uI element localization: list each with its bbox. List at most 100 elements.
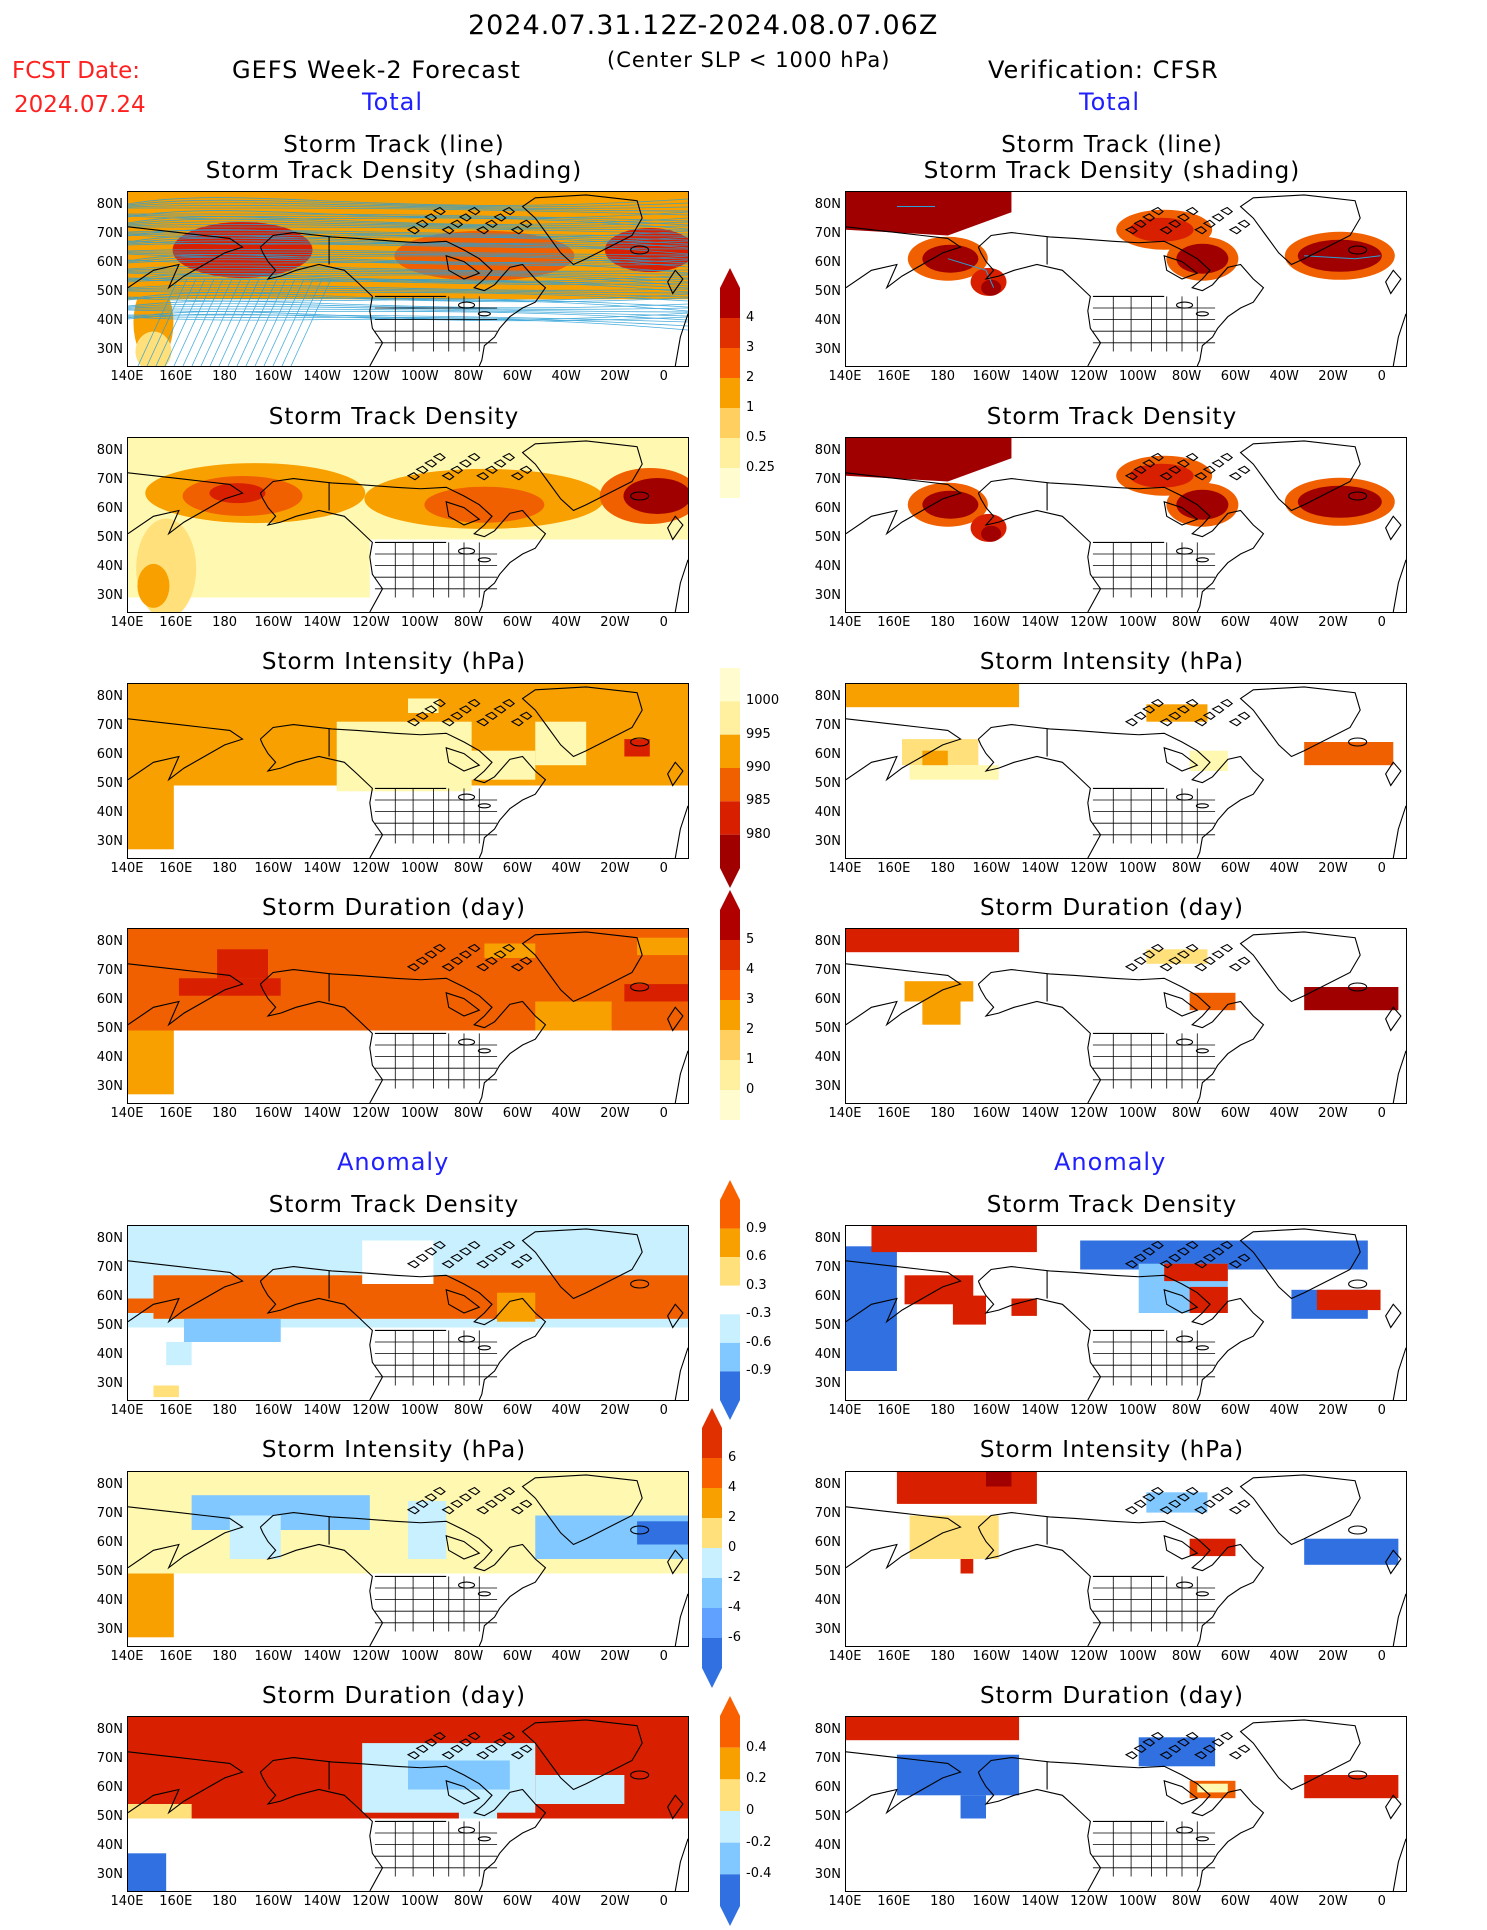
lon-tick-label: 160E: [159, 1894, 193, 1909]
colorbar-tick-label: -0.9: [746, 1363, 772, 1379]
lon-tick-label: 100W: [1118, 369, 1157, 384]
lat-tick-label: 60N: [96, 1289, 123, 1304]
map-svg: [128, 1717, 688, 1891]
lon-tick-label: 120W: [352, 1649, 390, 1664]
lat-tick-label: 40N: [814, 1347, 841, 1362]
lon-tick-label: 20W: [1318, 1894, 1348, 1909]
lat-tick-label: 70N: [96, 718, 123, 733]
map-svg: [128, 929, 688, 1103]
colorbar-tick-label: 1: [746, 400, 755, 415]
lon-tick-label: 100W: [1118, 1649, 1157, 1664]
lat-tick-label: 30N: [814, 1079, 841, 1094]
lon-tick-label: 160W: [972, 1894, 1011, 1909]
coastline: [846, 686, 1406, 858]
lon-tick-label: 60W: [1220, 861, 1251, 876]
colorbar-tick-label: 0.4: [746, 1739, 767, 1755]
lon-tick-label: 160E: [877, 615, 911, 630]
lon-tick-label: 120W: [1070, 1649, 1108, 1664]
lat-tick-label: 30N: [814, 834, 841, 849]
lon-tick-label: 140E: [110, 615, 144, 630]
lon-tick-label: 40W: [551, 615, 581, 630]
panel-title-intensity-anom-right: Storm Intensity (hPa): [979, 1437, 1245, 1463]
lon-tick-label: 60W: [502, 369, 533, 384]
lat-tick-label: 30N: [814, 588, 841, 603]
lat-tick-label: 60N: [814, 1780, 841, 1795]
lon-tick-label: 180: [212, 1894, 237, 1909]
lon-tick-label: 60W: [1220, 1106, 1251, 1121]
lat-tick-label: 70N: [96, 963, 123, 978]
lon-tick-label: 20W: [600, 615, 630, 630]
lat-tick-label: 60N: [96, 992, 123, 1007]
lon-tick-label: 160E: [877, 1894, 911, 1909]
colorbar-tick-label: 0.3: [746, 1277, 767, 1293]
lat-tick-label: 50N: [814, 1564, 841, 1579]
lon-tick-label: 160W: [972, 1106, 1011, 1121]
lon-tick-label: 60W: [502, 1649, 533, 1664]
coastline: [128, 1719, 688, 1891]
panel-title-duration-anom-left: Storm Duration (day): [262, 1683, 526, 1709]
lon-tick-label: 160W: [254, 1403, 293, 1418]
colorbar-density-total: 4 3 2 1 0.5 0.25: [718, 268, 798, 522]
lat-tick-label: 40N: [814, 313, 841, 328]
colorbar-tick-label: -0.4: [746, 1866, 772, 1882]
colorbar-tick-label: 0.9: [746, 1220, 767, 1236]
panel-title-density-anom-left: Storm Track Density: [268, 1192, 520, 1218]
lon-tick-label: 100W: [1118, 1106, 1157, 1121]
colorbar-tick-label: 2: [746, 370, 755, 385]
lon-tick-label: 160W: [972, 1649, 1011, 1664]
lat-tick-label: 40N: [96, 559, 123, 574]
map-svg: [128, 684, 688, 858]
lon-tick-label: 20W: [1318, 1649, 1348, 1664]
track-lines: [896, 206, 1381, 288]
map-panel-density-verification: [845, 437, 1407, 613]
lon-tick-label: 160W: [254, 1894, 293, 1909]
lon-tick-label: 140W: [1021, 1894, 1060, 1909]
colorbar-tick-label: 0: [746, 1803, 755, 1818]
lon-tick-label: 80W: [1171, 1403, 1202, 1418]
lat-tick-label: 50N: [96, 1021, 123, 1036]
lon-tick-label: 40W: [1269, 1106, 1299, 1121]
lat-tick-label: 60N: [814, 992, 841, 1007]
panel-title-intensity-left: Storm Intensity (hPa): [261, 649, 527, 675]
lat-tick-label: 50N: [96, 530, 123, 545]
lat-tick-label: 50N: [96, 776, 123, 791]
map-svg: [128, 1472, 688, 1646]
lon-tick-label: 140W: [303, 861, 342, 876]
lat-tick-label: 70N: [814, 1751, 841, 1766]
colorbar-tick-label: 4: [746, 310, 755, 325]
lon-tick-label: 160W: [254, 615, 293, 630]
map-panel-density-anom-verification: [845, 1225, 1407, 1401]
map-svg: [846, 438, 1406, 612]
lat-tick-label: 60N: [96, 501, 123, 516]
lat-tick-label: 80N: [814, 934, 841, 949]
colorbar-tick-label: 995: [746, 726, 771, 742]
colorbar-intensity-anom: 6 4 2 0 -2 -4 -6: [700, 1408, 780, 1692]
lat-tick-label: 50N: [96, 1564, 123, 1579]
map-panel-intensity-verification: [845, 683, 1407, 859]
lat-tick-label: 60N: [96, 1535, 123, 1550]
lat-tick-label: 30N: [814, 342, 841, 357]
lat-tick-label: 30N: [96, 1622, 123, 1637]
lon-tick-label: 0: [659, 1649, 668, 1664]
panel-title-duration-right: Storm Duration (day): [980, 895, 1244, 921]
lat-tick-label: 40N: [814, 805, 841, 820]
lon-tick-label: 140W: [1021, 615, 1060, 630]
colorbar-tick-label: -0.6: [746, 1334, 772, 1350]
colorbar-tick-label: 4: [746, 962, 755, 977]
coastline: [128, 194, 688, 366]
colorbar-density-anom: 0.9 0.6 0.3 -0.3 -0.6 -0.9: [718, 1180, 798, 1424]
map-svg: [128, 192, 688, 366]
period-title: 2024.07.31.12Z-2024.08.07.06Z: [468, 10, 939, 41]
lon-tick-label: 140W: [303, 1894, 342, 1909]
colorbar-tick-label: -2: [728, 1570, 741, 1585]
lat-tick-label: 30N: [814, 1376, 841, 1391]
lat-tick-label: 70N: [814, 226, 841, 241]
lat-tick-label: 80N: [96, 1722, 123, 1737]
colorbar-tick-label: 4: [728, 1480, 737, 1495]
lon-tick-label: 160W: [254, 1106, 293, 1121]
colorbar-tick-label: 2: [728, 1510, 737, 1525]
lon-tick-label: 160E: [159, 1403, 193, 1418]
lon-tick-label: 0: [659, 369, 668, 384]
lon-tick-label: 100W: [1118, 861, 1157, 876]
lat-tick-label: 70N: [96, 472, 123, 487]
